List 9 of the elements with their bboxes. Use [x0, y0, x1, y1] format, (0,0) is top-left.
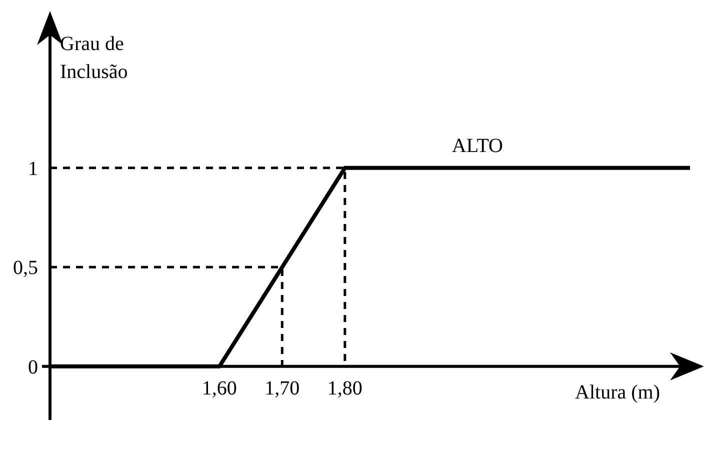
y-tick-label: 0 — [28, 356, 38, 378]
x-tick-label: 1,60 — [202, 377, 237, 400]
x-tick-label: 1,70 — [264, 377, 300, 400]
y-tick-label: 1 — [28, 158, 38, 180]
y-axis-title: Grau de Inclusão — [60, 33, 128, 83]
x-tick-label: 1,80 — [327, 377, 362, 400]
y-tick-label: 0,5 — [13, 257, 38, 280]
series-label: ALTO — [452, 134, 504, 157]
x-axis-title: Altura (m) — [575, 381, 660, 404]
